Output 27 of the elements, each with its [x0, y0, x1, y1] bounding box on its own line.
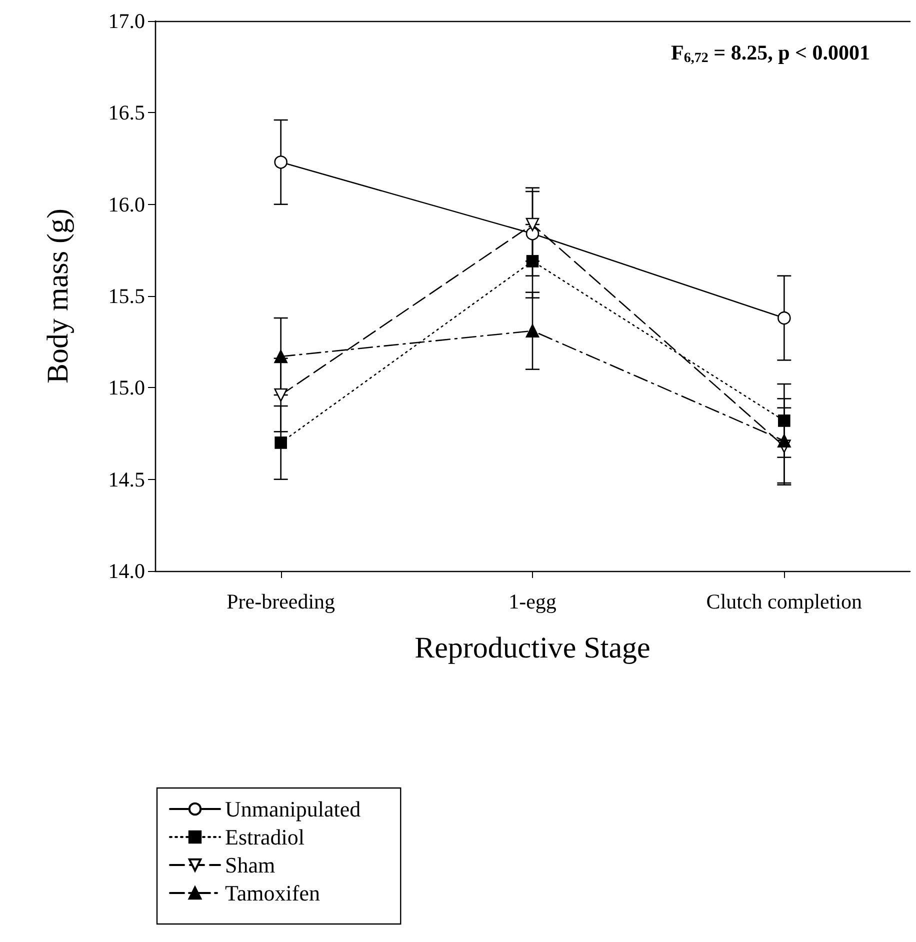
y-tick-label: 15.0 [108, 376, 145, 400]
y-tick-label: 17.0 [108, 9, 145, 33]
x-tick-label: Pre-breeding [226, 590, 336, 614]
point [274, 156, 288, 169]
point [778, 414, 790, 427]
legend-label: Tamoxifen [225, 880, 320, 906]
point [778, 311, 791, 325]
y-tick-label: 14.0 [108, 559, 145, 583]
y-tick-label: 16.0 [108, 192, 145, 216]
x-axis-title: Reproductive Stage [414, 632, 650, 664]
legend-label: Estradiol [225, 824, 304, 850]
point [274, 388, 288, 402]
point [526, 324, 540, 338]
point [778, 434, 791, 448]
y-axis-title: Body mass (g) [42, 208, 74, 384]
legend-label: Sham [225, 852, 276, 878]
point [274, 350, 288, 364]
y-tick-label: 16.5 [108, 100, 145, 125]
point [526, 227, 540, 240]
y-tick-label: 15.5 [108, 284, 145, 308]
x-tick-label: Clutch completion [706, 590, 863, 614]
point [526, 255, 539, 268]
legend-label: Unmanipulated [225, 796, 361, 822]
y-tick-label: 14.5 [108, 467, 145, 492]
x-tick-label: 1-egg [508, 590, 557, 614]
point [274, 436, 287, 449]
point [526, 218, 540, 232]
